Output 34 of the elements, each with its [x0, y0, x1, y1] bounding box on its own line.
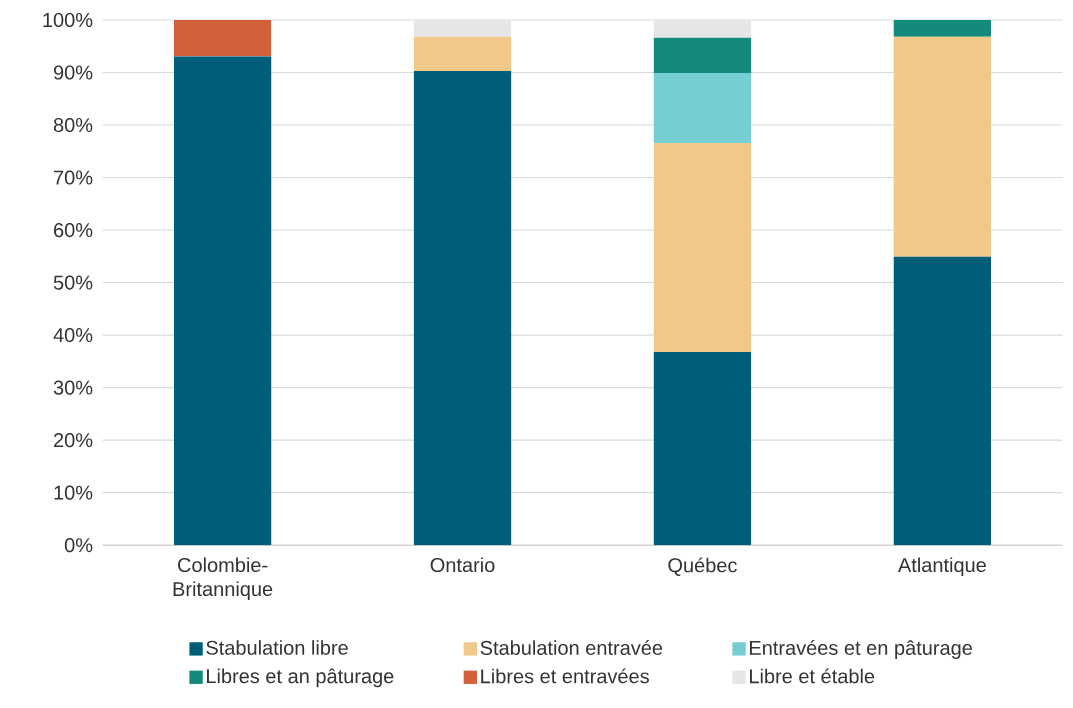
bar	[173, 56, 272, 546]
bar	[893, 256, 992, 546]
bar	[653, 142, 752, 353]
y-tick-label: 100%	[43, 13, 93, 28]
y-tick-label: 80%	[53, 118, 93, 133]
x-tick-label: Atlantique	[897, 557, 986, 577]
bar	[653, 73, 752, 143]
y-tick-label: 20%	[54, 433, 93, 448]
x-tick-label: Québec	[668, 557, 737, 577]
y-tick-label: 90%	[53, 65, 93, 80]
legend-label: Libres et entravées	[481, 668, 649, 684]
legend-label: Stabulation libre	[206, 640, 348, 655]
legend-label: Stabulation entravée	[480, 640, 663, 656]
y-tick-label: 70%	[54, 170, 93, 185]
bar	[893, 36, 992, 257]
bar	[173, 20, 272, 57]
bar	[653, 20, 752, 38]
x-tick-label: Ontario	[430, 557, 495, 573]
y-tick-label: 0%	[64, 538, 93, 553]
bar	[413, 20, 512, 37]
y-tick-label: 60%	[54, 223, 93, 238]
x-tick-label: Colombie-Britannique	[173, 557, 273, 601]
bar	[653, 352, 752, 546]
bar	[413, 36, 512, 72]
bar	[653, 37, 752, 74]
legend-label: Libres et an pâturage	[207, 668, 394, 688]
y-tick-label: 50%	[53, 275, 93, 290]
y-tick-label: 10%	[54, 485, 93, 500]
bar	[893, 20, 992, 37]
y-tick-label: 40%	[53, 328, 93, 343]
y-tick-label: 30%	[53, 380, 93, 395]
legend-label: Entravées et en pâturage	[750, 640, 972, 660]
legend-label: Libre et étable	[750, 668, 875, 684]
bar	[413, 71, 512, 546]
